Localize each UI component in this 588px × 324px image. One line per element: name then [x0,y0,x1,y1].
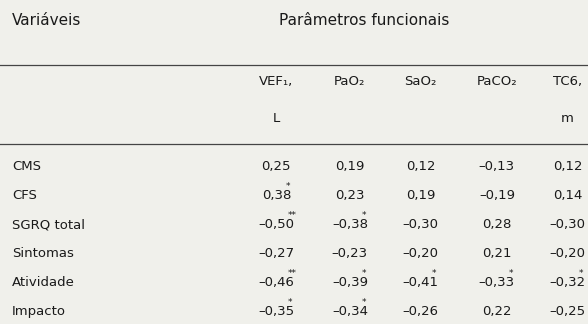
Text: 0,22: 0,22 [482,305,512,318]
Text: –0,27: –0,27 [258,247,295,260]
Text: 0,38: 0,38 [262,189,291,202]
Text: –0,20: –0,20 [402,247,439,260]
Text: –0,35: –0,35 [258,305,295,318]
Text: 0,12: 0,12 [553,160,582,173]
Text: *: * [288,298,293,307]
Text: SGRQ total: SGRQ total [12,218,85,231]
Text: Impacto: Impacto [12,305,66,318]
Text: 0,19: 0,19 [335,160,365,173]
Text: –0,46: –0,46 [258,276,295,289]
Text: VEF₁,: VEF₁, [259,75,293,87]
Text: 0,25: 0,25 [262,160,291,173]
Text: –0,30: –0,30 [549,218,586,231]
Text: TC6,: TC6, [553,75,582,87]
Text: 0,12: 0,12 [406,160,435,173]
Text: –0,23: –0,23 [332,247,368,260]
Text: –0,39: –0,39 [332,276,368,289]
Text: *: * [579,269,584,278]
Text: 0,21: 0,21 [482,247,512,260]
Text: –0,25: –0,25 [549,305,586,318]
Text: 0,14: 0,14 [553,189,582,202]
Text: SaO₂: SaO₂ [404,75,437,87]
Text: *: * [362,269,366,278]
Text: –0,32: –0,32 [549,276,586,289]
Text: –0,30: –0,30 [402,218,439,231]
Text: Sintomas: Sintomas [12,247,74,260]
Text: –0,13: –0,13 [479,160,515,173]
Text: *: * [432,269,437,278]
Text: Atividade: Atividade [12,276,75,289]
Text: PaO₂: PaO₂ [334,75,366,87]
Text: PaCO₂: PaCO₂ [476,75,517,87]
Text: *: * [509,269,513,278]
Text: Variáveis: Variáveis [12,13,81,28]
Text: m: m [561,112,574,125]
Text: –0,50: –0,50 [258,218,295,231]
Text: 0,28: 0,28 [482,218,512,231]
Text: 0,23: 0,23 [335,189,365,202]
Text: Parâmetros funcionais: Parâmetros funcionais [279,13,450,28]
Text: –0,19: –0,19 [479,189,515,202]
Text: **: ** [288,211,297,220]
Text: –0,26: –0,26 [402,305,439,318]
Text: CMS: CMS [12,160,41,173]
Text: L: L [273,112,280,125]
Text: **: ** [288,269,297,278]
Text: *: * [286,182,290,191]
Text: –0,34: –0,34 [332,305,368,318]
Text: 0,19: 0,19 [406,189,435,202]
Text: –0,33: –0,33 [479,276,515,289]
Text: –0,20: –0,20 [549,247,586,260]
Text: –0,41: –0,41 [402,276,439,289]
Text: *: * [362,211,366,220]
Text: CFS: CFS [12,189,36,202]
Text: –0,38: –0,38 [332,218,368,231]
Text: *: * [362,298,366,307]
